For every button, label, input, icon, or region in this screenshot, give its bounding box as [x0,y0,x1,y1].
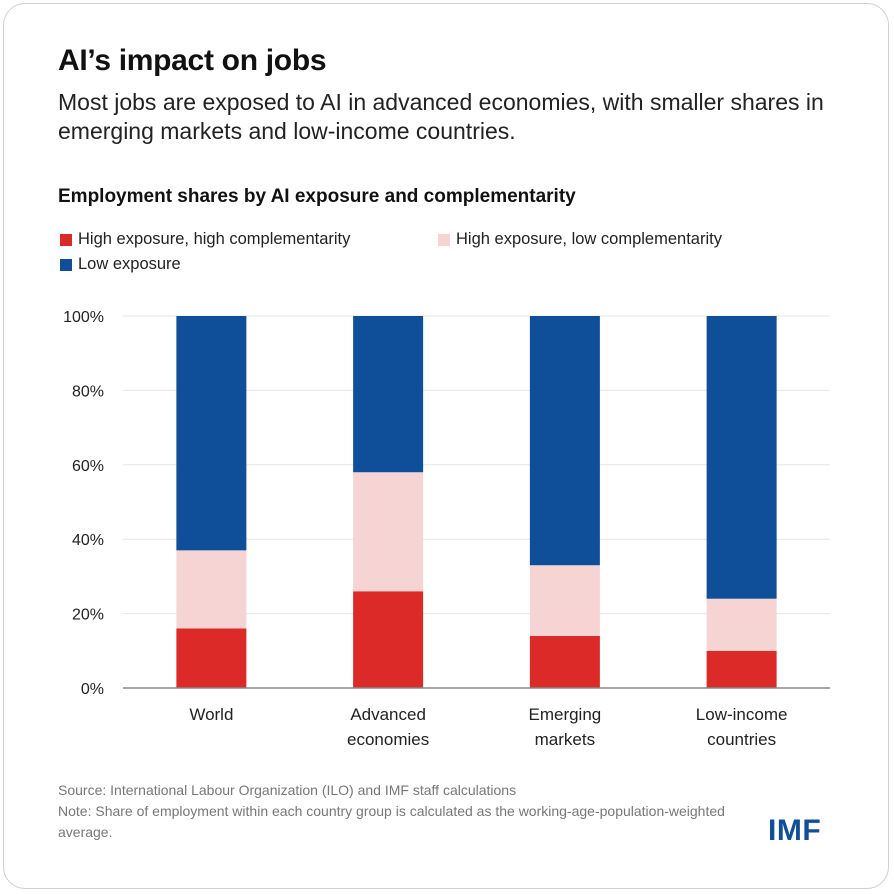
legend-label: High exposure, high complementarity [78,230,351,248]
y-tick-label: 80% [72,383,104,400]
x-tick-label: economies [347,730,429,749]
note: Note: Share of employment within each co… [58,803,725,840]
y-tick-label: 100% [63,309,104,326]
source-note: Source: International Labour Organizatio… [58,782,517,798]
legend-swatch [60,233,72,246]
x-tick-label: Advanced [350,705,426,724]
y-tick-label: 40% [72,532,104,549]
chart-title: Employment shares by AI exposure and com… [58,186,576,207]
bar-segment [353,472,424,592]
subtitle: Most jobs are exposed to AI in advanced … [58,89,824,144]
bar-segment [529,316,600,566]
legend-item-low: Low exposure [60,255,181,274]
bar-segment [353,591,424,688]
x-tick-label: Emerging [528,705,601,724]
footnotes: Source: International Labour Organizatio… [58,780,738,843]
bar-segment [706,650,777,688]
legend-label: High exposure, low complementarity [456,230,722,248]
legend-swatch [60,258,72,271]
bar-segment [706,598,777,651]
bar-segment [706,316,777,599]
legend-item-high-low: High exposure, low complementarity [438,230,722,249]
page-title: AI’s impact on jobs [58,44,327,77]
x-tick-label: Low-income [696,705,788,724]
bar-segment [353,316,424,473]
x-tick-label: markets [535,730,595,749]
bar-segment [176,550,247,629]
legend-label: Low exposure [78,255,181,273]
chart-card [3,3,889,889]
x-tick-label: countries [707,730,776,749]
bar-segment [176,628,247,688]
y-tick-label: 20% [72,607,104,624]
y-tick-label: 0% [81,681,104,698]
bar-segment [529,565,600,636]
bar-segment [529,635,600,688]
legend-item-high-high: High exposure, high complementarity [60,230,350,249]
imf-logo: IMF [768,814,822,847]
bar-segment [176,316,247,551]
legend-swatch [438,233,450,246]
y-tick-label: 60% [72,458,104,475]
x-tick-label: World [189,705,233,724]
